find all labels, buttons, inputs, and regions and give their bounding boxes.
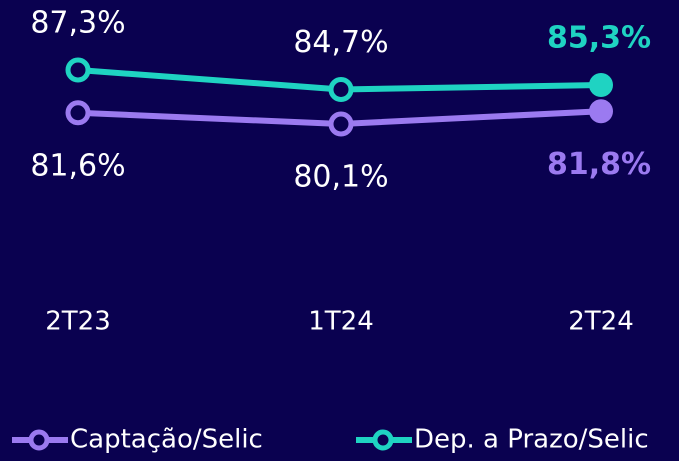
point [328,111,354,137]
point [65,57,91,83]
point [328,77,354,102]
x-tick-label: 1T24 [308,307,374,337]
legend-label: Captação/Selic [70,425,263,455]
data-label: 84,7% [293,25,388,60]
point [589,99,613,124]
point [589,73,613,97]
data-label: 80,1% [293,160,388,195]
legend-marker [372,429,394,451]
legend-marker [28,429,50,451]
data-label: 81,6% [30,148,125,183]
legend-label: Dep. a Prazo/Selic [414,425,649,455]
x-tick-label: 2T24 [568,307,634,337]
point [65,100,91,126]
data-label: 87,3% [30,6,125,41]
x-tick-label: 2T23 [45,307,111,337]
data-label: 81,8% [547,147,651,182]
data-label: 85,3% [547,21,651,56]
